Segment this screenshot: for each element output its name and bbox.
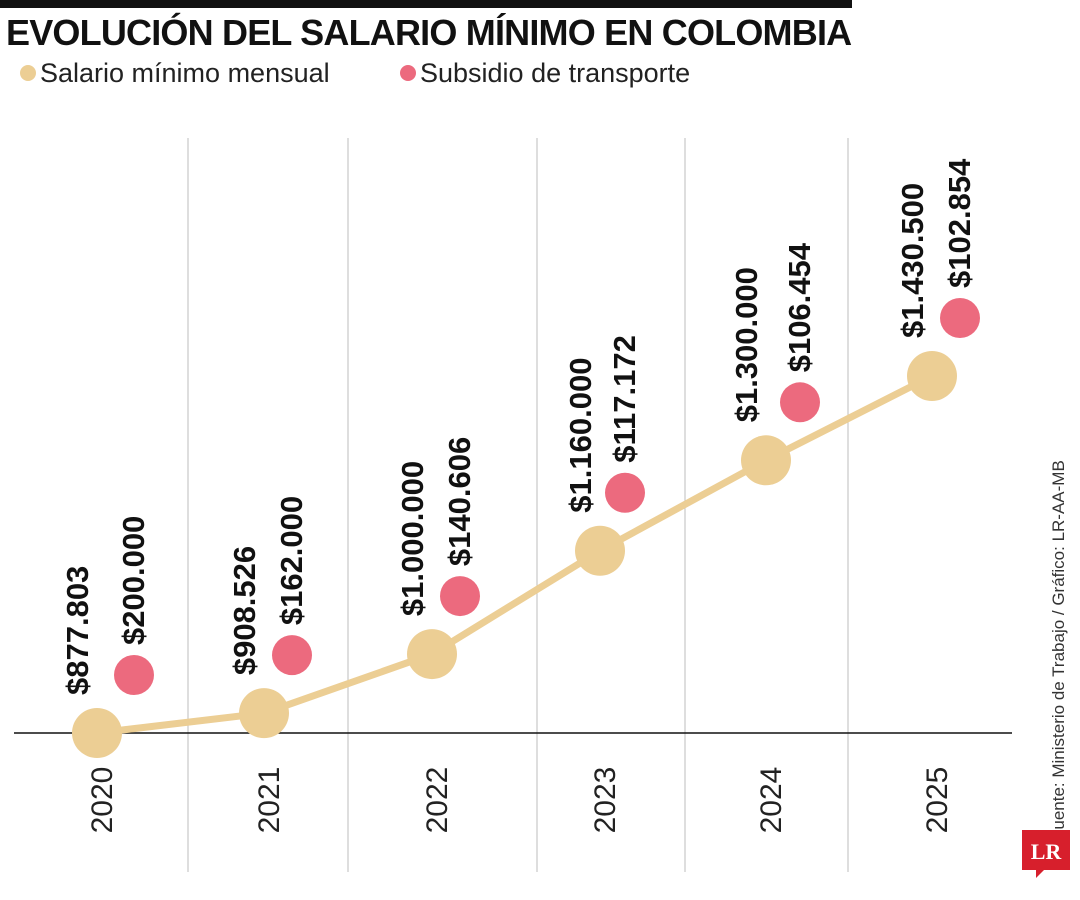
x-tick-label-2025: 2025: [921, 767, 954, 834]
lr-logo: LR: [1022, 830, 1070, 878]
salario-label-2022: $1.000.000: [395, 461, 430, 616]
subsidio-label-2023: $117.172: [607, 335, 642, 463]
x-tick-label-2023: 2023: [589, 767, 622, 834]
salario-label-2023: $1.160.000: [563, 358, 598, 513]
legend-label-subsidio: Subsidio de transporte: [420, 58, 691, 88]
x-tick-label-2022: 2022: [421, 767, 454, 834]
title-top-bar: [0, 0, 852, 8]
legend-item-salario: Salario mínimo mensual: [20, 58, 330, 89]
legend-item-subsidio: Subsidio de transporte: [400, 58, 690, 89]
legend-swatch-salario: [20, 64, 36, 81]
x-tick-label-2020: 2020: [86, 767, 119, 834]
salario-point-2020: [72, 708, 122, 758]
subsidio-point-2020: [114, 655, 154, 695]
subsidio-label-2025: $102.854: [942, 158, 977, 288]
subsidio-point-2023: [605, 472, 645, 513]
chart-title: EVOLUCIÓN DEL SALARIO MÍNIMO EN COLOMBIA: [6, 12, 852, 53]
salario-label-2020: $877.803: [60, 566, 95, 695]
x-tick-label-2021: 2021: [253, 767, 286, 834]
salario-label-2024: $1.300.000: [729, 267, 764, 422]
legend-label-salario: Salario mínimo mensual: [40, 58, 330, 88]
subsidio-point-2024: [780, 382, 820, 423]
salario-point-2024: [741, 435, 791, 486]
subsidio-label-2021: $162.000: [274, 496, 309, 625]
salario-point-2022: [407, 629, 457, 680]
subsidio-label-2022: $140.606: [442, 437, 477, 566]
subsidio-point-2025: [940, 298, 980, 338]
source-credit: Fuente: Ministerio de Trabajo / Gráfico:…: [1049, 460, 1068, 840]
salario-point-2021: [239, 688, 289, 739]
salario-line: [93, 372, 936, 737]
subsidio-label-2020: $200.000: [116, 516, 151, 645]
legend-swatch-subsidio: [400, 64, 416, 81]
x-tick-label-2024: 2024: [755, 767, 788, 834]
subsidio-point-2022: [440, 576, 480, 617]
subsidio-label-2024: $106.454: [782, 242, 817, 372]
logo-text: LR: [1031, 839, 1063, 864]
salario-point-2023: [575, 525, 625, 576]
salario-label-2025: $1.430.500: [895, 183, 930, 338]
salario-point-2025: [907, 351, 957, 401]
subsidio-point-2021: [272, 635, 312, 676]
salario-label-2021: $908.526: [227, 546, 262, 675]
